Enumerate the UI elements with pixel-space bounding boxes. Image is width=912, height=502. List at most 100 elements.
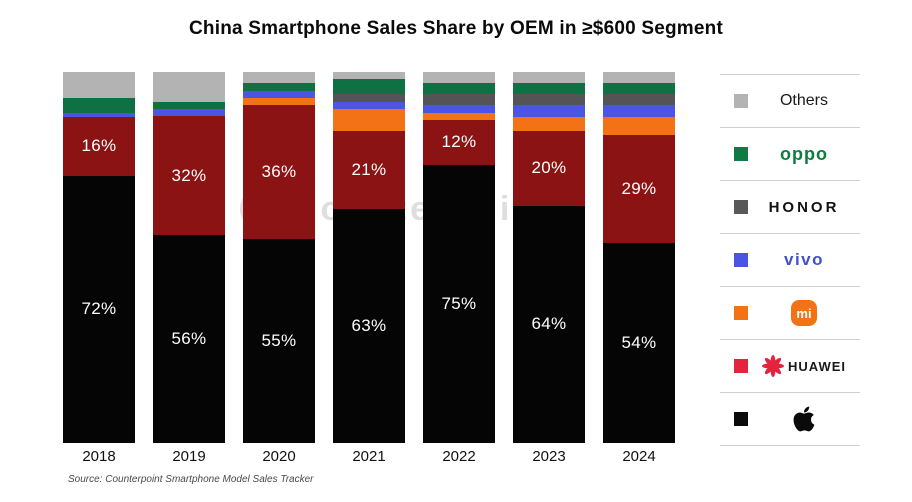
segment-vivo-2022 <box>423 105 495 113</box>
segment-vivo-2018 <box>63 112 135 117</box>
segment-others-2023 <box>513 72 585 84</box>
huawei-label: HUAWEI <box>788 358 846 374</box>
bar-2018: 16% 72% <box>63 72 135 443</box>
segment-apple-2019: 56% <box>153 235 225 443</box>
legend: Others oppo HONOR vivo mi <box>720 74 860 446</box>
segment-vivo-2024 <box>603 105 675 117</box>
legend-swatch-mi <box>734 306 748 320</box>
segment-value-label: 16% <box>81 136 117 156</box>
segment-value-label: 64% <box>531 314 567 334</box>
segment-value-label: 29% <box>621 178 657 198</box>
segment-huawei-2019: 32% <box>153 116 225 236</box>
legend-swatch-apple <box>734 412 748 426</box>
x-axis-label-2018: 2018 <box>82 448 116 465</box>
legend-item-honor: HONOR <box>720 180 860 233</box>
segment-oppo-2018 <box>63 97 135 113</box>
page-title: China Smartphone Sales Share by OEM in ≥… <box>189 18 723 39</box>
legend-swatch-vivo <box>734 253 748 267</box>
bar-2019: 32% 56% <box>153 72 225 443</box>
segment-apple-2021: 63% <box>333 209 405 443</box>
segment-huawei-2021: 21% <box>333 131 405 210</box>
legend-swatch-oppo <box>734 147 748 161</box>
bar-2023: 20% 64% <box>513 72 585 443</box>
segment-mi-2021 <box>333 109 405 132</box>
bar-2024: 29% 54% <box>603 72 675 443</box>
x-axis-label-2023: 2023 <box>532 448 566 465</box>
legend-swatch-huawei <box>734 359 748 373</box>
segment-others-2020 <box>243 72 315 84</box>
segment-apple-2024: 54% <box>603 242 675 443</box>
segment-others-2022 <box>423 72 495 84</box>
legend-item-vivo: vivo <box>720 233 860 286</box>
xiaomi-mi-logo: mi <box>791 300 817 326</box>
segment-mi-2020 <box>243 97 315 106</box>
segment-honor-2024 <box>603 94 675 106</box>
legend-item-apple <box>720 392 860 446</box>
x-axis-label-2024: 2024 <box>622 448 656 465</box>
bar-2021: 21% 63% <box>333 72 405 443</box>
segment-apple-2018: 72% <box>63 175 135 443</box>
segment-value-label: 56% <box>171 329 207 349</box>
segment-others-2019 <box>153 72 225 102</box>
x-axis: 2018 2019 2020 2021 2022 2023 2024 <box>63 448 675 465</box>
segment-vivo-2019 <box>153 109 225 117</box>
segment-huawei-2024: 29% <box>603 135 675 243</box>
segment-honor-2023 <box>513 94 585 106</box>
legend-item-oppo: oppo <box>720 127 860 180</box>
stacked-bar-plot-area: 16% 72% 32% 56% 36% 55% 21% 63% 12% 75% 20% 64% 29% 5… <box>63 72 675 443</box>
segment-oppo-2022 <box>423 83 495 95</box>
segment-apple-2023: 64% <box>513 205 585 443</box>
vivo-logo: vivo <box>783 250 825 269</box>
others-label: Others <box>779 92 828 109</box>
segment-oppo-2021 <box>333 79 405 95</box>
x-axis-label-2021: 2021 <box>352 448 386 465</box>
segment-huawei-2018: 16% <box>63 116 135 176</box>
segment-honor-2021 <box>333 94 405 102</box>
segment-value-label: 20% <box>531 158 567 178</box>
segment-apple-2020: 55% <box>243 238 315 443</box>
source-note: Source: Counterpoint Smartphone Model Sa… <box>68 474 314 485</box>
bar-2020: 36% 55% <box>243 72 315 443</box>
segment-value-label: 21% <box>351 160 387 180</box>
segment-vivo-2020 <box>243 90 315 98</box>
apple-logo-icon <box>793 406 815 432</box>
segment-mi-2022 <box>423 112 495 121</box>
segment-oppo-2023 <box>513 83 585 95</box>
legend-item-mi: mi <box>720 286 860 339</box>
legend-swatch-honor <box>734 200 748 214</box>
segment-apple-2022: 75% <box>423 164 495 443</box>
segment-value-label: 72% <box>81 299 117 319</box>
segment-mi-2024 <box>603 116 675 136</box>
segment-value-label: 54% <box>621 332 657 352</box>
segment-vivo-2023 <box>513 105 585 117</box>
segment-others-2024 <box>603 72 675 84</box>
segment-value-label: 63% <box>351 316 387 336</box>
segment-oppo-2019 <box>153 101 225 110</box>
segment-huawei-2022: 12% <box>423 120 495 165</box>
segment-value-label: 32% <box>171 165 207 185</box>
x-axis-label-2020: 2020 <box>262 448 296 465</box>
segment-others-2018 <box>63 72 135 98</box>
oppo-logo: oppo <box>780 143 828 164</box>
huawei-flower-icon <box>762 355 784 377</box>
segment-others-2021 <box>333 72 405 80</box>
legend-swatch-others <box>734 94 748 108</box>
segment-value-label: 55% <box>261 330 297 350</box>
segment-value-label: 12% <box>441 132 477 152</box>
segment-honor-2022 <box>423 94 495 106</box>
legend-item-others: Others <box>720 74 860 127</box>
segment-value-label: 36% <box>261 162 297 182</box>
segment-huawei-2023: 20% <box>513 131 585 206</box>
x-axis-label-2022: 2022 <box>442 448 476 465</box>
bar-2022: 12% 75% <box>423 72 495 443</box>
segment-vivo-2021 <box>333 101 405 110</box>
legend-item-huawei: HUAWEI <box>720 339 860 392</box>
segment-oppo-2024 <box>603 83 675 95</box>
segment-value-label: 75% <box>441 293 477 313</box>
honor-logo: HONOR <box>768 198 840 216</box>
x-axis-label-2019: 2019 <box>172 448 206 465</box>
segment-huawei-2020: 36% <box>243 105 315 239</box>
segment-mi-2023 <box>513 116 585 132</box>
segment-oppo-2020 <box>243 83 315 91</box>
